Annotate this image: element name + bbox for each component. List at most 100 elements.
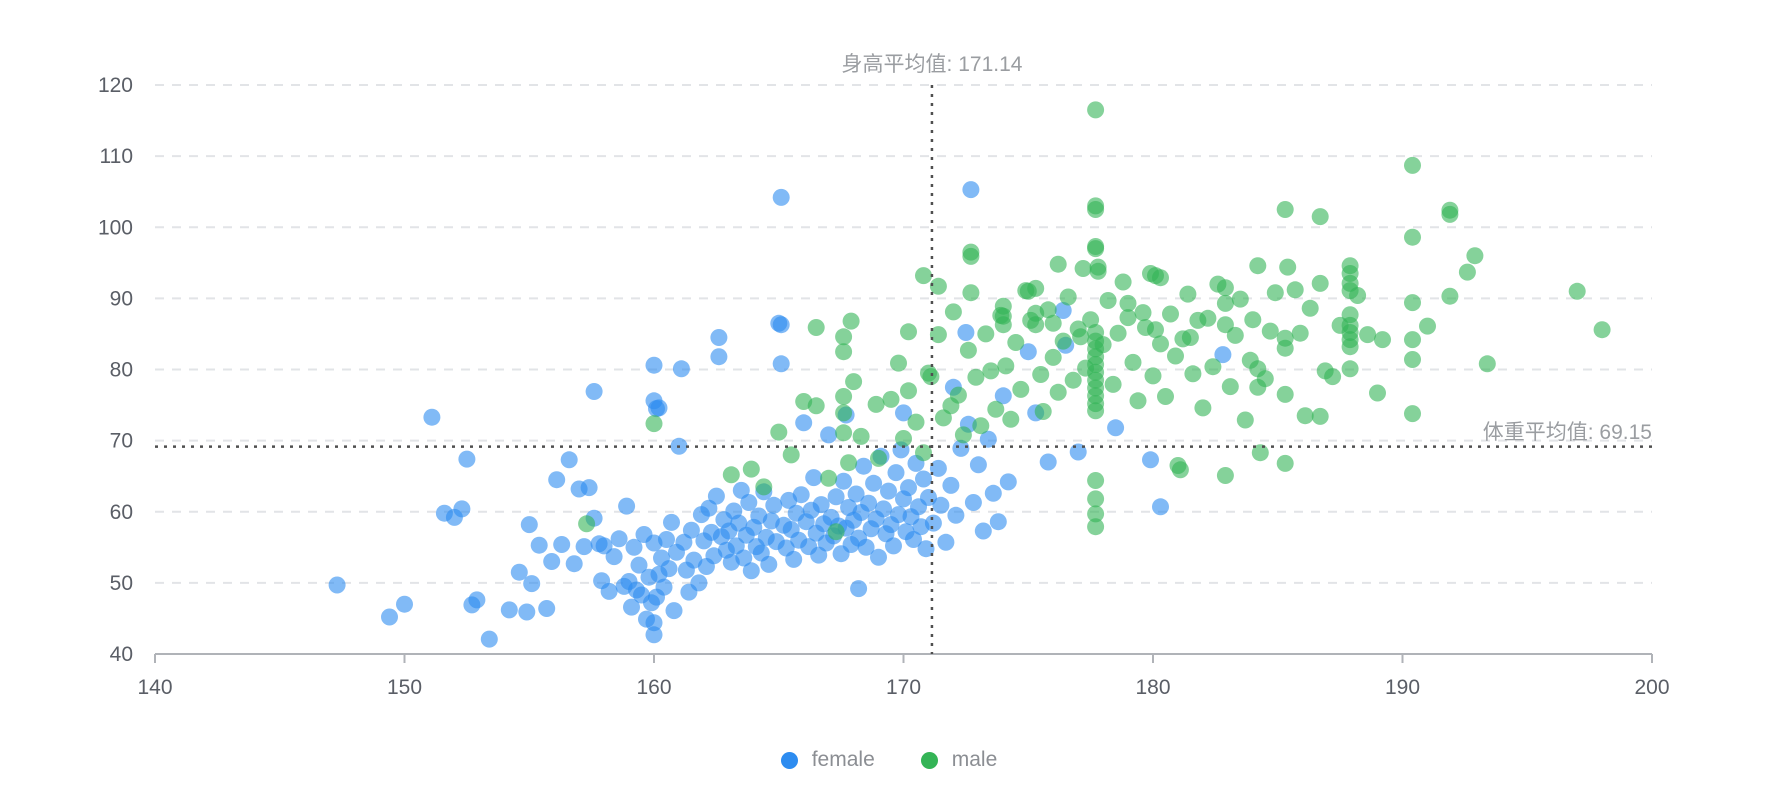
scatter-point-female[interactable]	[865, 474, 883, 492]
scatter-point-male[interactable]	[1261, 322, 1279, 340]
scatter-point-male[interactable]	[907, 413, 925, 431]
scatter-point-female[interactable]	[850, 580, 868, 598]
scatter-point-male[interactable]	[967, 368, 985, 386]
scatter-point-male[interactable]	[578, 515, 596, 533]
scatter-point-male[interactable]	[1152, 269, 1169, 287]
scatter-point-male[interactable]	[1064, 371, 1082, 389]
scatter-point-male[interactable]	[1027, 279, 1045, 297]
scatter-point-female[interactable]	[580, 479, 598, 497]
scatter-point-male[interactable]	[977, 325, 995, 343]
scatter-point-male[interactable]	[1404, 294, 1421, 312]
scatter-point-male[interactable]	[1087, 490, 1105, 508]
scatter-point-male[interactable]	[770, 423, 788, 441]
scatter-point-female[interactable]	[974, 522, 992, 540]
scatter-point-male[interactable]	[962, 284, 980, 302]
scatter-point-female[interactable]	[805, 469, 823, 487]
scatter-point-male[interactable]	[1119, 309, 1137, 327]
scatter-point-female[interactable]	[625, 538, 643, 556]
scatter-point-male[interactable]	[1286, 281, 1304, 299]
scatter-point-female[interactable]	[957, 324, 975, 341]
scatter-point-male[interactable]	[1167, 347, 1184, 365]
scatter-point-male[interactable]	[1279, 258, 1297, 276]
scatter-point-female[interactable]	[994, 387, 1012, 405]
scatter-point-female[interactable]	[900, 479, 917, 497]
scatter-point-female[interactable]	[630, 556, 648, 574]
scatter-point-female[interactable]	[396, 595, 413, 613]
scatter-point-male[interactable]	[1266, 284, 1284, 302]
scatter-point-male[interactable]	[972, 417, 990, 435]
scatter-point-male[interactable]	[1162, 305, 1179, 323]
scatter-point-male[interactable]	[1404, 351, 1421, 368]
scatter-point-male[interactable]	[1251, 444, 1269, 462]
scatter-point-male[interactable]	[1039, 301, 1057, 319]
scatter-point-male[interactable]	[1157, 388, 1174, 405]
scatter-point-male[interactable]	[1311, 407, 1329, 425]
scatter-point-male[interactable]	[1249, 257, 1267, 275]
scatter-point-female[interactable]	[453, 500, 471, 518]
scatter-point-male[interactable]	[882, 390, 900, 408]
scatter-point-male[interactable]	[929, 326, 947, 344]
scatter-point-male[interactable]	[1301, 299, 1319, 317]
scatter-point-male[interactable]	[1478, 355, 1496, 373]
scatter-point-male[interactable]	[1216, 316, 1234, 334]
scatter-point-male[interactable]	[722, 466, 740, 484]
scatter-point-female[interactable]	[1142, 451, 1159, 469]
scatter-point-male[interactable]	[1593, 321, 1611, 339]
scatter-point-male[interactable]	[987, 400, 1005, 418]
scatter-point-male[interactable]	[1404, 405, 1421, 423]
scatter-point-male[interactable]	[1276, 385, 1294, 403]
scatter-point-male[interactable]	[1072, 328, 1090, 346]
scatter-point-male[interactable]	[1276, 201, 1294, 218]
scatter-point-male[interactable]	[1404, 228, 1421, 246]
scatter-point-female[interactable]	[880, 482, 897, 500]
scatter-point-male[interactable]	[1374, 331, 1391, 349]
scatter-point-male[interactable]	[962, 247, 980, 265]
scatter-point-female[interactable]	[538, 600, 556, 617]
scatter-point-female[interactable]	[952, 439, 970, 457]
scatter-point-male[interactable]	[1104, 375, 1122, 393]
scatter-point-male[interactable]	[870, 449, 887, 467]
scatter-point-female[interactable]	[785, 550, 803, 568]
scatter-point-female[interactable]	[890, 506, 907, 524]
scatter-point-female[interactable]	[618, 497, 636, 515]
scatter-point-male[interactable]	[982, 362, 1000, 380]
scatter-point-male[interactable]	[807, 319, 825, 336]
scatter-point-male[interactable]	[1124, 353, 1142, 371]
scatter-point-female[interactable]	[847, 485, 865, 503]
scatter-point-male[interactable]	[1231, 290, 1249, 308]
scatter-point-female[interactable]	[999, 473, 1017, 491]
scatter-point-female[interactable]	[645, 614, 663, 632]
scatter-point-male[interactable]	[852, 427, 870, 445]
scatter-point-male[interactable]	[820, 469, 838, 487]
scatter-point-male[interactable]	[900, 382, 917, 400]
scatter-point-male[interactable]	[1369, 384, 1386, 402]
scatter-point-male[interactable]	[915, 444, 932, 462]
scatter-point-female[interactable]	[423, 408, 441, 426]
scatter-point-female[interactable]	[610, 530, 628, 548]
scatter-point-male[interactable]	[1049, 383, 1067, 401]
scatter-point-male[interactable]	[782, 446, 800, 464]
scatter-point-male[interactable]	[1236, 411, 1254, 429]
scatter-point-female[interactable]	[595, 537, 613, 555]
scatter-point-male[interactable]	[835, 424, 853, 442]
scatter-point-male[interactable]	[1007, 334, 1025, 351]
scatter-point-female[interactable]	[381, 608, 398, 626]
scatter-point-female[interactable]	[795, 414, 813, 432]
scatter-point-female[interactable]	[792, 486, 810, 504]
scatter-point-female[interactable]	[645, 626, 663, 644]
scatter-point-female[interactable]	[480, 630, 498, 648]
scatter-point-male[interactable]	[1341, 338, 1359, 356]
scatter-point-male[interactable]	[1049, 255, 1067, 273]
scatter-point-female[interactable]	[855, 457, 873, 475]
scatter-point-male[interactable]	[1179, 285, 1197, 303]
scatter-point-male[interactable]	[900, 323, 917, 341]
scatter-point-female[interactable]	[605, 548, 623, 566]
scatter-point-female[interactable]	[857, 538, 875, 556]
scatter-point-female[interactable]	[937, 533, 955, 551]
scatter-point-female[interactable]	[905, 531, 922, 548]
scatter-point-male[interactable]	[1034, 403, 1052, 420]
scatter-point-male[interactable]	[1199, 309, 1217, 327]
scatter-point-male[interactable]	[1359, 326, 1377, 344]
scatter-point-male[interactable]	[1044, 348, 1062, 366]
scatter-point-female[interactable]	[520, 516, 538, 534]
